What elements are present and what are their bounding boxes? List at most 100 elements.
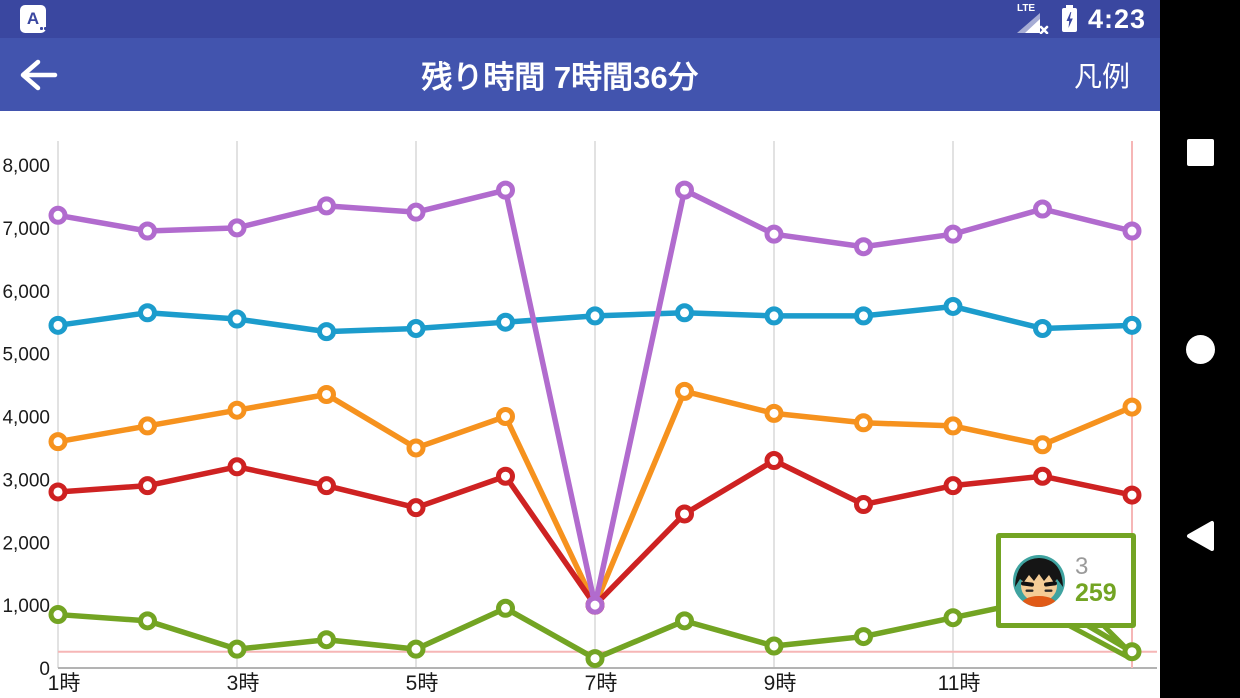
data-point-red[interactable] — [1033, 466, 1052, 486]
data-point-red[interactable] — [496, 466, 515, 486]
data-point-green[interactable] — [227, 639, 247, 659]
data-point-green[interactable] — [1122, 642, 1142, 662]
data-point-orange[interactable] — [317, 384, 336, 404]
y-tick-label: 1,000 — [2, 596, 50, 617]
status-bar: A LTE 4:23 — [0, 0, 1160, 38]
data-point-green[interactable] — [138, 611, 157, 631]
data-point-red[interactable] — [854, 495, 873, 515]
data-point-red[interactable] — [675, 504, 694, 524]
notification-app-icon: A — [20, 5, 46, 33]
y-tick-label: 6,000 — [2, 282, 50, 303]
data-point-cyan[interactable] — [138, 303, 157, 323]
player-avatar — [1013, 554, 1065, 607]
x-tick-label: 3時 — [227, 672, 260, 695]
notification-app-icon-letter: A — [26, 9, 40, 28]
data-point-red[interactable] — [943, 476, 963, 496]
notification-dots-icon — [40, 27, 43, 30]
tooltip-series-label: 3 — [1075, 552, 1089, 580]
y-tick-label: 7,000 — [2, 219, 50, 240]
data-point-orange[interactable] — [1122, 397, 1142, 417]
x-tick-label: 11時 — [938, 672, 981, 695]
chart-tooltip: 3 259 — [996, 533, 1136, 628]
data-point-green[interactable] — [943, 608, 963, 628]
data-point-orange[interactable] — [675, 381, 694, 401]
back-nav-button[interactable] — [1160, 508, 1240, 564]
x-tick-label: 5時 — [406, 672, 439, 695]
tooltip-value: 259 — [1075, 578, 1117, 607]
data-point-orange[interactable] — [496, 407, 515, 426]
signal-triangle-icon — [1016, 13, 1049, 34]
data-point-cyan[interactable] — [585, 306, 605, 326]
lte-label: LTE — [1016, 3, 1036, 14]
data-point-cyan[interactable] — [675, 303, 694, 323]
back-button[interactable] — [0, 38, 76, 111]
chart-area: 0 1,000 2,000 3,000 4,000 5,000 6,000 7,000 8,00… — [0, 111, 1160, 698]
data-point-green[interactable] — [675, 611, 694, 631]
line-chart[interactable]: 0 1,000 2,000 3,000 4,000 5,000 6,000 7,000 8,00… — [0, 111, 1160, 698]
recents-button[interactable] — [1160, 124, 1240, 180]
data-point-orange[interactable] — [227, 400, 247, 420]
data-point-red[interactable] — [1122, 485, 1142, 505]
data-point-cyan[interactable] — [1122, 315, 1142, 335]
back-triangle-icon — [1187, 521, 1214, 551]
data-point-green[interactable] — [764, 636, 784, 656]
data-point-cyan[interactable] — [406, 318, 426, 338]
tooltip-text: 3 259 — [1075, 552, 1117, 608]
status-icons: LTE 4:23 — [1015, 3, 1146, 35]
y-tick-label: 2,000 — [2, 533, 50, 554]
y-tick-label: 5,000 — [2, 345, 50, 366]
data-point-purple[interactable] — [227, 218, 247, 238]
lte-signal-icon: LTE — [1015, 3, 1051, 34]
data-point-cyan[interactable] — [227, 309, 247, 329]
data-point-cyan[interactable] — [496, 312, 515, 332]
data-point-purple[interactable] — [138, 221, 157, 241]
x-tick-label: 1時 — [48, 672, 81, 695]
data-point-purple[interactable] — [943, 224, 963, 244]
data-point-green[interactable] — [48, 605, 68, 625]
data-point-red[interactable] — [138, 476, 157, 496]
data-point-purple[interactable] — [48, 205, 68, 225]
data-point-purple[interactable] — [406, 202, 426, 222]
data-point-cyan[interactable] — [764, 306, 784, 326]
home-circle-icon — [1185, 334, 1215, 364]
data-point-red[interactable] — [406, 498, 426, 518]
data-point-purple[interactable] — [675, 180, 694, 200]
data-point-green[interactable] — [854, 627, 873, 647]
page-title: 残り時間 7時間36分 — [421, 60, 699, 95]
data-point-purple[interactable] — [854, 237, 873, 257]
data-point-green[interactable] — [496, 598, 515, 618]
data-point-cyan[interactable] — [317, 322, 336, 342]
y-tick-label: 3,000 — [2, 470, 50, 491]
data-point-orange[interactable] — [406, 438, 426, 458]
x-tick-label: 7時 — [585, 672, 618, 695]
y-tick-label: 0 — [39, 659, 50, 680]
data-point-purple[interactable] — [1033, 199, 1052, 219]
data-point-purple[interactable] — [764, 224, 784, 244]
data-point-red[interactable] — [227, 457, 247, 477]
data-point-cyan[interactable] — [1033, 318, 1052, 338]
navigation-bar — [1160, 0, 1240, 698]
legend-button[interactable]: 凡例 — [1073, 60, 1130, 92]
data-point-purple[interactable] — [317, 196, 336, 216]
data-point-orange[interactable] — [48, 432, 68, 452]
data-point-red[interactable] — [48, 482, 68, 502]
data-point-purple[interactable] — [585, 595, 605, 615]
data-point-purple[interactable] — [496, 180, 515, 200]
data-point-orange[interactable] — [764, 403, 784, 423]
data-point-red[interactable] — [317, 476, 336, 496]
data-point-orange[interactable] — [1033, 435, 1052, 455]
data-point-orange[interactable] — [943, 416, 963, 436]
data-point-green[interactable] — [585, 649, 605, 669]
data-point-cyan[interactable] — [943, 296, 963, 316]
status-clock: 4:23 — [1087, 3, 1146, 34]
data-point-cyan[interactable] — [854, 306, 873, 326]
data-point-orange[interactable] — [854, 413, 873, 433]
data-point-orange[interactable] — [138, 416, 157, 436]
data-point-cyan[interactable] — [48, 315, 68, 335]
data-point-red[interactable] — [764, 451, 784, 471]
data-point-green[interactable] — [317, 630, 336, 650]
data-point-green[interactable] — [406, 639, 426, 659]
data-point-purple[interactable] — [1122, 221, 1142, 241]
home-button[interactable] — [1160, 321, 1240, 377]
